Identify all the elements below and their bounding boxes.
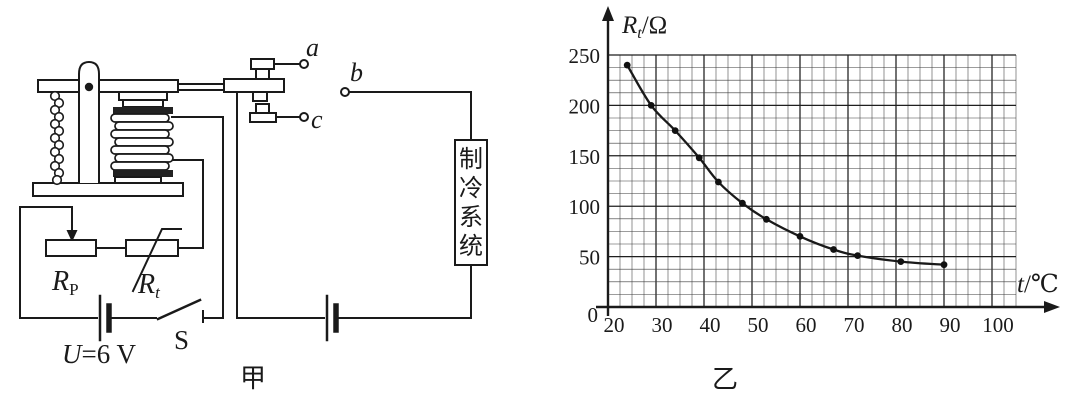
- tick-label: 200: [569, 94, 601, 118]
- data-point: [623, 61, 631, 69]
- switch[interactable]: [156, 298, 204, 323]
- tick-label: 100: [982, 313, 1014, 337]
- thermistor: [125, 228, 182, 293]
- terminal-c[interactable]: [299, 112, 309, 122]
- chart-x-axis-title: t/℃: [1017, 271, 1059, 298]
- circuit-diagram: a b c RP Rt U=6 V S 甲: [19, 33, 488, 393]
- data-point: [763, 215, 770, 223]
- relay-contact-set: [223, 58, 309, 123]
- chart-y-axis-title: Rt/Ω: [621, 12, 667, 42]
- moving-contact-nub: [252, 91, 268, 102]
- tick-label: 50: [748, 313, 769, 337]
- cooling-box-label: 制冷系统: [459, 147, 483, 260]
- relay-spring: [49, 90, 65, 186]
- relay-armature-bar: [37, 79, 179, 93]
- terminal-b-label: b: [350, 58, 363, 87]
- terminal-b[interactable]: [340, 87, 350, 97]
- tick-label: 50: [579, 246, 600, 270]
- tick-label: 80: [892, 313, 913, 337]
- fixed-contact-c-tip: [255, 103, 270, 114]
- potentiometer-label: RP: [51, 266, 79, 299]
- terminal-a[interactable]: [299, 59, 309, 69]
- relay: [32, 60, 225, 197]
- caption-jia: 甲: [240, 364, 266, 393]
- wiper-arrowhead: [66, 230, 78, 242]
- load-loop-wires: [236, 91, 472, 319]
- potentiometer: [45, 239, 97, 257]
- relay-link-bar: [177, 83, 225, 91]
- data-point: [796, 233, 804, 240]
- thermistor-label: Rt: [137, 269, 161, 302]
- data-point: [671, 127, 679, 134]
- relay-base-plate: [32, 182, 184, 197]
- tick-label: 150: [569, 145, 601, 169]
- data-point: [854, 252, 861, 259]
- relay-pivot: [84, 82, 94, 92]
- cooling-system-box: [454, 139, 488, 266]
- data-point: [695, 154, 703, 162]
- tick-label: 30: [652, 313, 673, 337]
- x-axis-arrowhead: [1044, 301, 1060, 313]
- fixed-contact-a-tip: [255, 68, 270, 80]
- tick-label: 100: [569, 195, 601, 219]
- relay-solenoid-coil: [110, 91, 174, 184]
- chart-x-tick-labels: 20 30 40 50 60 70 80 90 100: [604, 313, 1014, 337]
- battery-1: [98, 294, 112, 342]
- y-axis-arrowhead: [602, 6, 614, 21]
- terminal-a-label: a: [306, 33, 319, 62]
- tick-label: 40: [700, 313, 721, 337]
- chart-axes: [596, 6, 1060, 316]
- chart-grid: [607, 54, 1017, 308]
- data-point: [897, 258, 905, 265]
- switch-label: S: [174, 325, 189, 355]
- terminal-c-label: c: [311, 105, 323, 134]
- chart-origin-label: 0: [588, 303, 599, 327]
- control-loop-wires: [19, 116, 224, 319]
- data-point: [830, 246, 837, 253]
- data-point: [647, 102, 655, 109]
- tick-label: 250: [569, 44, 601, 68]
- thermistor-chart: 20 30 40 50 60 70 80 90 100 50 100 150 200 250 0 Rt/…: [569, 6, 1060, 394]
- chart-y-tick-labels: 50 100 150 200 250: [569, 44, 601, 270]
- caption-yi: 乙: [712, 365, 738, 394]
- data-point: [940, 261, 948, 269]
- data-point: [739, 199, 746, 207]
- fixed-contact-c-block: [249, 112, 277, 123]
- battery-label: U=6 V: [62, 339, 136, 369]
- relay-post: [78, 60, 100, 184]
- battery-2: [325, 294, 339, 342]
- tick-label: 90: [940, 313, 961, 337]
- data-point: [715, 178, 722, 186]
- moving-contact-plate: [223, 78, 285, 93]
- chart-points: [623, 61, 948, 269]
- tick-label: 60: [796, 313, 817, 337]
- tick-label: 70: [844, 313, 865, 337]
- tick-label: 20: [604, 313, 625, 337]
- fixed-contact-a-block: [250, 58, 275, 70]
